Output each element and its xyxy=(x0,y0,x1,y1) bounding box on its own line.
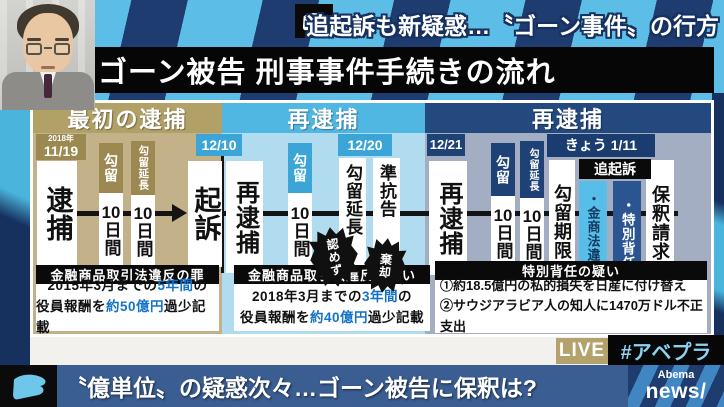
abema-flag-icon xyxy=(0,365,57,407)
glasses-bridge xyxy=(44,47,52,49)
section1-charge-title: 金融商品取引法違反の罪 xyxy=(36,265,219,284)
arrow-right-icon xyxy=(172,204,187,222)
ticker-bar: 〝億単位〟の疑惑次々…ゴーン被告に保釈は? Abema news/ xyxy=(0,365,724,407)
step-detention-days-2: 10日間 xyxy=(288,193,312,269)
section1-charge-note: 2015年3月までの5年間の 役員報酬を約50億円過少記載 xyxy=(36,278,219,335)
step-detention-days-3: 10日間 xyxy=(491,196,515,270)
step-extension-days-3: 10日間 xyxy=(520,198,544,270)
abema-flag-icon xyxy=(295,4,333,38)
step-detention-days: 10日間 xyxy=(99,193,123,267)
step-rearrest-3: 再逮捕 xyxy=(429,161,467,275)
commentator-mouth xyxy=(41,66,55,69)
commentator-eyebrow xyxy=(27,38,41,41)
right-studio-band xyxy=(712,93,724,365)
section3-header: 再逮捕 xyxy=(425,103,711,133)
glasses-icon xyxy=(54,43,70,55)
label-detention: 勾留 xyxy=(99,143,123,193)
section3-charge-note: ①約18.5億円の私的損失を日産に付け替え ②サウジアラビア人の知人に1470万… xyxy=(435,278,707,334)
live-badge: LIVE xyxy=(556,338,608,364)
abema-news-logo: Abema news/ xyxy=(628,365,724,407)
date-badge-today: きょう 1/11 xyxy=(547,134,655,157)
commentator-tie xyxy=(44,74,52,98)
hashtag-badge: #アベプラ xyxy=(608,335,724,365)
label-detention-3: 勾留 xyxy=(491,143,515,196)
ticker-headline: 〝億単位〟の疑惑次々…ゴーン被告に保釈は? xyxy=(64,375,537,401)
step-rearrest-2: 再逮捕 xyxy=(226,161,263,273)
section2-charge-note: 2018年3月までの3年間の 役員報酬を約40億円過少記載 xyxy=(234,284,430,331)
label-extension-3: 勾留延長 xyxy=(520,141,544,198)
label-detention-2: 勾留 xyxy=(288,143,312,193)
flow-panel: 最初の逮捕 再逮捕 再逮捕 2018年 11/19 逮捕 勾留 xyxy=(30,100,714,337)
label-additional-indictment: 追起訴 xyxy=(579,159,651,179)
date-badge-extension-denied: 12/20 xyxy=(338,134,392,156)
step-indictment: 起訴 xyxy=(188,161,222,267)
topic-banner: 追起訴も新疑惑…〝ゴーン事件〟の行方 xyxy=(306,13,719,39)
section3-charge-title: 特別背任の疑い xyxy=(435,261,707,280)
section2-header: 再逮捕 xyxy=(222,103,425,133)
glasses-icon xyxy=(26,43,42,55)
timeline-line xyxy=(222,211,425,216)
date-badge-first-arrest: 2018年 11/19 xyxy=(36,134,86,160)
board-title: ゴーン被告 刑事事件手続きの流れ xyxy=(86,47,714,93)
date-badge-rearrest-3: 12/21 xyxy=(427,134,465,156)
commentator-eyebrow xyxy=(55,38,69,41)
section-divider xyxy=(221,135,224,273)
label-detention-extension: 勾留延長 xyxy=(131,141,155,195)
step-arrest: 逮捕 xyxy=(37,161,77,267)
date-badge-rearrest-2: 12/10 xyxy=(196,134,242,156)
step-extension-days: 10日間 xyxy=(131,195,155,267)
left-studio-band xyxy=(0,100,30,365)
commentator-inset xyxy=(0,0,95,110)
